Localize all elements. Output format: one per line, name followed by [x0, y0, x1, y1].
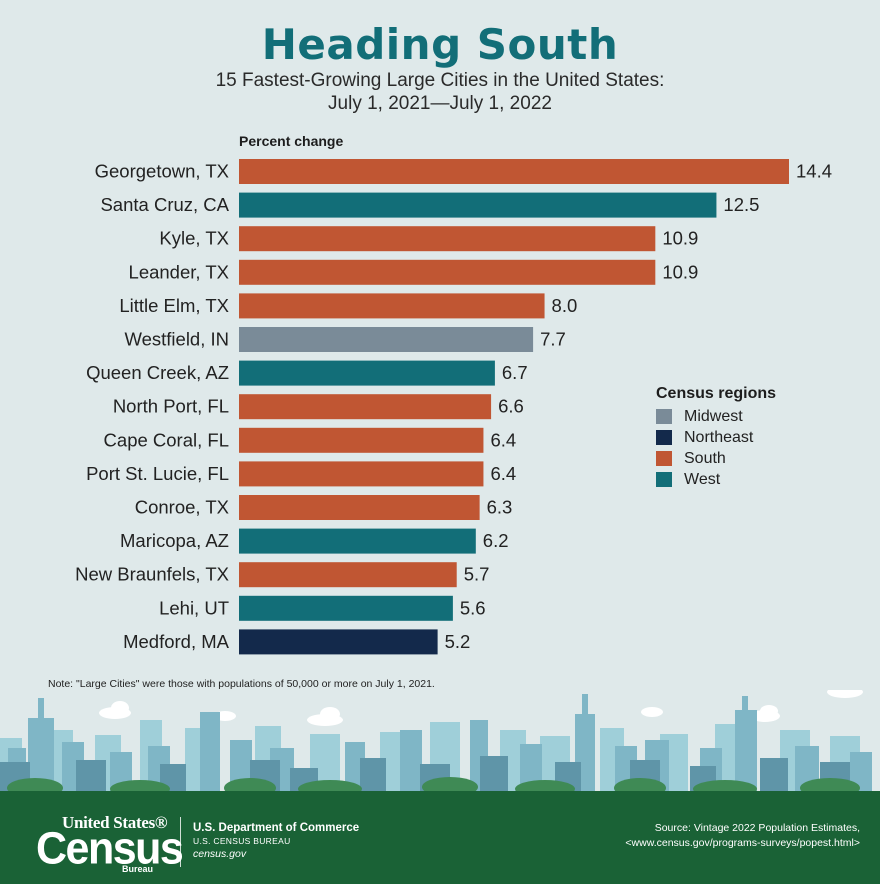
bar-little-elm-tx	[239, 293, 545, 319]
dept-name: U.S. Department of Commerce	[193, 822, 360, 834]
value-label-georgetown-tx: 14.4	[796, 161, 832, 182]
legend-item-south: South	[656, 448, 776, 469]
bar-georgetown-tx	[239, 159, 789, 184]
axis-label: Percent change	[239, 133, 343, 149]
value-label-santa-cruz-ca: 12.5	[723, 194, 759, 215]
city-skyline-illustration	[0, 690, 872, 792]
value-label-queen-creek-az: 6.7	[502, 362, 528, 383]
census-bureau-logo[interactable]: United States® Census Bureau	[36, 813, 184, 874]
bar-north-port-fl	[239, 394, 492, 420]
category-label-maricopa-az: Maricopa, AZ	[120, 530, 229, 551]
bar-port-st-lucie-fl	[239, 461, 484, 487]
legend-label-west: West	[684, 470, 721, 488]
bar-chart: Percent change Georgetown, TX 14.4 Santa C…	[75, 133, 832, 655]
category-label-new-braunfels-tx: New Braunfels, TX	[75, 564, 229, 585]
bar-westfield-in	[239, 327, 534, 352]
legend-label-midwest: Midwest	[684, 407, 743, 425]
legend-swatch-northeast	[656, 430, 672, 445]
legend-label-south: South	[684, 449, 726, 467]
value-label-conroe-tx: 6.3	[487, 497, 513, 518]
value-label-lehi-ut: 5.6	[460, 597, 486, 618]
bar-medford-ma	[239, 629, 438, 655]
category-label-little-elm-tx: Little Elm, TX	[119, 295, 229, 316]
category-label-port-st-lucie-fl: Port St. Lucie, FL	[86, 463, 229, 484]
footer-divider	[180, 817, 181, 867]
legend-swatch-midwest	[656, 409, 672, 424]
value-label-leander-tx: 10.9	[662, 261, 698, 282]
bureau-name: U.S. CENSUS BUREAU	[193, 836, 291, 846]
category-label-georgetown-tx: Georgetown, TX	[95, 161, 229, 182]
category-label-leander-tx: Leander, TX	[129, 261, 229, 282]
category-label-westfield-in: Westfield, IN	[124, 329, 229, 350]
source-line-1: Source: Vintage 2022 Population Estimate…	[654, 822, 860, 834]
chart-subtitle-line2: July 1, 2021—July 1, 2022	[328, 93, 552, 114]
value-label-kyle-tx: 10.9	[662, 228, 698, 249]
category-label-lehi-ut: Lehi, UT	[159, 597, 229, 618]
bar-lehi-ut	[239, 595, 453, 621]
value-label-little-elm-tx: 8.0	[552, 295, 578, 316]
category-label-medford-ma: Medford, MA	[123, 631, 230, 652]
category-label-queen-creek-az: Queen Creek, AZ	[86, 362, 229, 383]
chart-subtitle-line1: 15 Fastest-Growing Large Cities in the U…	[215, 70, 665, 91]
legend-swatch-west	[656, 472, 672, 487]
value-label-westfield-in: 7.7	[540, 329, 566, 350]
source-note: Source: Vintage 2022 Population Estimate…	[625, 821, 860, 851]
value-label-north-port-fl: 6.6	[498, 396, 524, 417]
logo-text-bureau: Bureau	[122, 864, 154, 874]
category-label-kyle-tx: Kyle, TX	[159, 228, 229, 249]
trees	[7, 777, 860, 792]
legend-swatch-south	[656, 451, 672, 466]
bar-conroe-tx	[239, 495, 480, 520]
legend-item-west: West	[656, 469, 776, 490]
bar-maricopa-az	[239, 528, 476, 554]
bar-new-braunfels-tx	[239, 562, 457, 588]
legend-item-northeast: Northeast	[656, 427, 776, 448]
bar-queen-creek-az	[239, 360, 495, 386]
category-label-cape-coral-fl: Cape Coral, FL	[104, 429, 229, 450]
department-info: U.S. Department of Commerce U.S. CENSUS …	[193, 822, 359, 861]
value-label-medford-ma: 5.2	[445, 631, 471, 652]
value-label-cape-coral-fl: 6.4	[490, 429, 516, 450]
chart-note: Note: "Large Cities" were those with pop…	[48, 678, 435, 690]
value-label-port-st-lucie-fl: 6.4	[490, 463, 516, 484]
logo-text-census: Census	[36, 823, 184, 875]
chart-title: Heading South	[261, 20, 619, 69]
census-gov-link[interactable]: census.gov	[193, 848, 247, 860]
legend-label-northeast: Northeast	[684, 428, 754, 446]
category-label-north-port-fl: North Port, FL	[113, 396, 229, 417]
value-label-new-braunfels-tx: 5.7	[464, 564, 490, 585]
footer: United States® Census Bureau U.S. Depart…	[0, 791, 880, 884]
legend-item-midwest: Midwest	[656, 406, 776, 427]
clouds	[99, 690, 863, 726]
value-label-maricopa-az: 6.2	[483, 530, 509, 551]
category-label-conroe-tx: Conroe, TX	[135, 497, 229, 518]
category-label-santa-cruz-ca: Santa Cruz, CA	[100, 194, 229, 215]
source-line-2[interactable]: <www.census.gov/programs-surveys/popest.…	[625, 837, 860, 849]
bar-kyle-tx	[239, 226, 656, 252]
bar-leander-tx	[239, 259, 656, 285]
logo-text-united-states: United States®	[62, 813, 168, 832]
bar-santa-cruz-ca	[239, 192, 717, 218]
bar-cape-coral-fl	[239, 427, 484, 453]
legend-title: Census regions	[656, 385, 777, 402]
bars-layer: Georgetown, TX 14.4 Santa Cruz, CA 12.5 Kyle…	[75, 159, 832, 655]
legend: Census regions Midwest Northeast South W…	[656, 385, 776, 490]
